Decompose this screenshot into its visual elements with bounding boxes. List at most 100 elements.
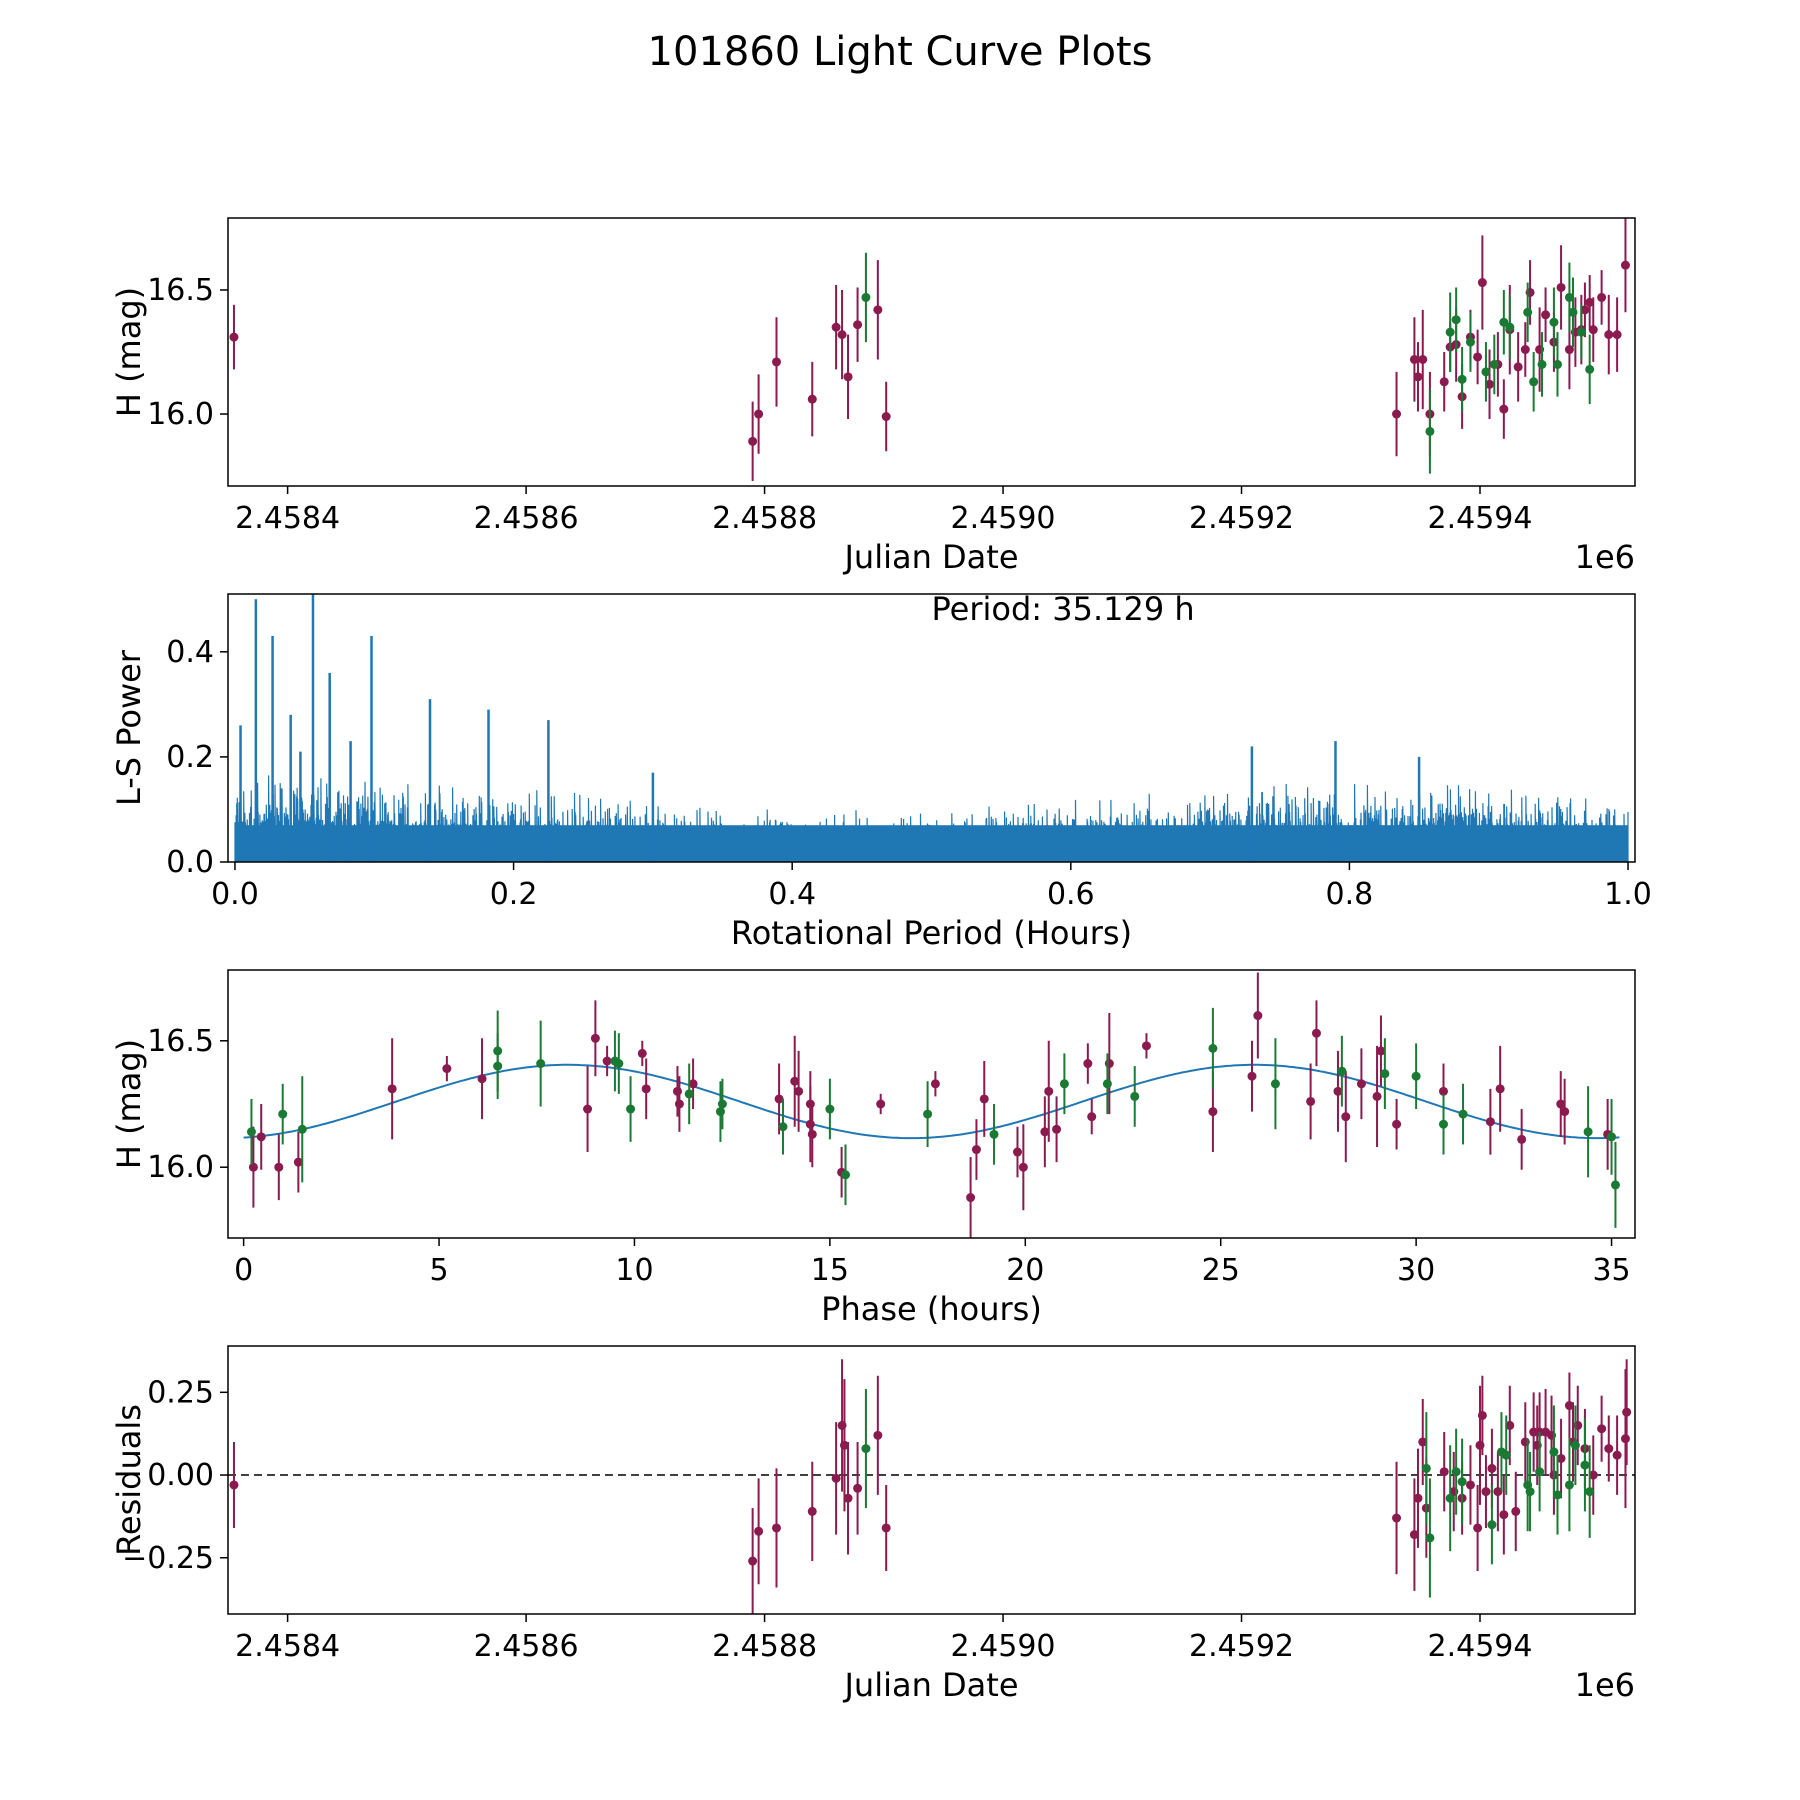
- x-axis-label: Phase (hours): [821, 1290, 1042, 1328]
- data-point: [1413, 372, 1423, 382]
- data-point: [1130, 1091, 1140, 1101]
- data-point: [1465, 1480, 1475, 1490]
- x-tick-label: 2.4594: [1427, 501, 1532, 536]
- data-point: [805, 1119, 815, 1129]
- data-point: [839, 1440, 849, 1450]
- data-point: [807, 1506, 817, 1516]
- data-point: [831, 322, 841, 332]
- data-point: [229, 1480, 239, 1490]
- fit-curve: [243, 1063, 1620, 1140]
- data-point: [1445, 1493, 1455, 1503]
- x-tick-label: 2.4592: [1189, 501, 1294, 536]
- data-point: [1549, 1447, 1559, 1457]
- data-point: [841, 1170, 851, 1180]
- data-point: [1311, 1028, 1321, 1038]
- data-point: [1511, 1506, 1521, 1516]
- data-point: [1040, 1127, 1050, 1137]
- data-point: [1564, 1401, 1574, 1411]
- data-point: [641, 1084, 651, 1094]
- data-point: [853, 320, 863, 330]
- x-tick-label: 2.4586: [474, 1629, 579, 1664]
- data-point: [923, 1109, 933, 1119]
- data-point: [794, 1086, 804, 1096]
- data-point: [278, 1109, 288, 1119]
- data-point: [672, 1086, 682, 1096]
- data-point: [881, 1523, 891, 1533]
- data-point: [853, 1483, 863, 1493]
- data-point: [1620, 1434, 1630, 1444]
- x-tick-label: 2.4592: [1189, 1629, 1294, 1664]
- data-point: [861, 1444, 871, 1454]
- data-point: [1439, 377, 1449, 387]
- phase-folded-plot: 0 5 10 15 20 25 30 35 16.0 16.5 Phase (hours) H (ma…: [110, 969, 1636, 1328]
- data-point: [1556, 1099, 1566, 1109]
- x-tick-label: 35: [1592, 1253, 1630, 1288]
- data-point: [1477, 278, 1487, 288]
- data-point: [1473, 1523, 1483, 1533]
- data-point: [754, 1526, 764, 1536]
- data-point: [1620, 260, 1630, 270]
- data-point: [778, 1122, 788, 1132]
- data-point: [1552, 1490, 1562, 1500]
- data-point: [1418, 1437, 1428, 1447]
- data-point: [1604, 330, 1614, 340]
- figure-title: 101860 Light Curve Plots: [648, 29, 1153, 75]
- data-point: [1438, 1119, 1448, 1129]
- data-point: [831, 1473, 841, 1483]
- y-tick-label: 0.00: [147, 1458, 214, 1493]
- data-point: [1505, 1420, 1515, 1430]
- data-point: [1392, 1513, 1402, 1523]
- data-point: [1413, 1493, 1423, 1503]
- data-point: [1439, 1467, 1449, 1477]
- data-point: [1457, 1477, 1467, 1487]
- data-point: [1564, 292, 1574, 302]
- x-tick-label: 2.4590: [951, 1629, 1056, 1664]
- data-point: [1576, 327, 1586, 337]
- data-point: [843, 1493, 853, 1503]
- data-point: [493, 1061, 503, 1071]
- data-point: [1523, 307, 1533, 317]
- data-point: [1306, 1096, 1316, 1106]
- data-point: [1499, 1510, 1509, 1520]
- data-point: [1597, 292, 1607, 302]
- data-point: [1392, 409, 1402, 419]
- data-point: [1438, 1086, 1448, 1096]
- data-point: [807, 1129, 817, 1139]
- x-axis-label: Julian Date: [842, 1666, 1018, 1704]
- data-point: [1612, 1450, 1622, 1460]
- y-tick-label: 16.5: [147, 273, 214, 308]
- data-point: [387, 1084, 397, 1094]
- data-point: [837, 330, 847, 340]
- data-point: [1541, 310, 1551, 320]
- x-offset-label: 1e6: [1575, 538, 1635, 576]
- data-point: [966, 1193, 976, 1203]
- data-point: [1585, 297, 1595, 307]
- data-point: [1489, 359, 1499, 369]
- data-point: [748, 436, 758, 446]
- data-point: [1564, 345, 1574, 355]
- data-point: [1501, 1450, 1511, 1460]
- data-point: [1612, 330, 1622, 340]
- data-point: [1481, 1487, 1491, 1497]
- data-point: [688, 1079, 698, 1089]
- data-point: [1337, 1066, 1347, 1076]
- x-tick-label: 5: [430, 1253, 449, 1288]
- data-point: [876, 1099, 886, 1109]
- data-point: [717, 1099, 727, 1109]
- data-point: [1604, 1444, 1614, 1454]
- y-tick-label: 16.0: [147, 1150, 214, 1185]
- data-point: [442, 1064, 452, 1074]
- data-point: [1588, 325, 1598, 335]
- data-point: [1333, 1086, 1343, 1096]
- data-point: [590, 1033, 600, 1043]
- data-point: [274, 1162, 284, 1172]
- data-point: [1525, 1487, 1535, 1497]
- data-point: [971, 1145, 981, 1155]
- y-tick-label: 16.5: [147, 1024, 214, 1059]
- data-point: [774, 1094, 784, 1104]
- period-annotation: Period: 35.129 h: [932, 590, 1195, 628]
- data-point: [1570, 1440, 1580, 1450]
- data-point: [1270, 1079, 1280, 1089]
- data-point: [1495, 1084, 1505, 1094]
